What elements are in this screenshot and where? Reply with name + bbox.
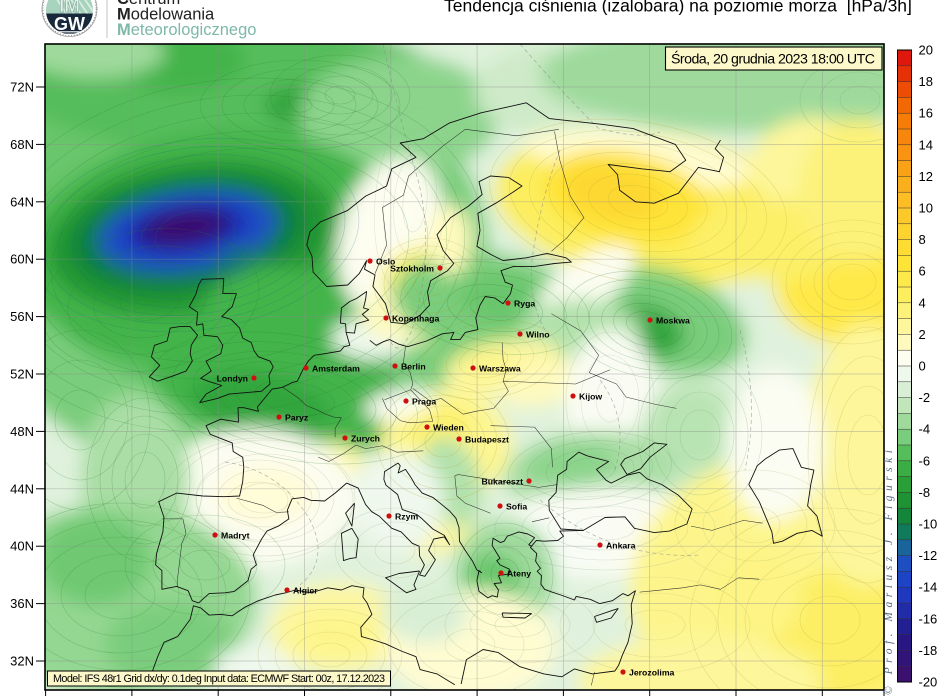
svg-text:Centrum: Centrum <box>117 0 180 8</box>
svg-text:Jerozolima: Jerozolima <box>629 668 675 678</box>
svg-text:Zurych: Zurych <box>351 434 380 444</box>
svg-text:-6: -6 <box>919 453 931 468</box>
svg-text:Madryt: Madryt <box>221 531 250 541</box>
svg-text:Warszawa: Warszawa <box>479 364 521 374</box>
svg-text:0: 0 <box>919 359 926 374</box>
svg-text:IM: IM <box>59 0 80 17</box>
svg-text:GW: GW <box>54 14 85 34</box>
svg-text:72N: 72N <box>10 80 34 95</box>
svg-text:Model: IFS 48r1 Grid dx/dy: 0: Model: IFS 48r1 Grid dx/dy: 0.1deg Input… <box>53 673 385 685</box>
svg-text:48N: 48N <box>10 424 34 439</box>
svg-text:Sztokholm: Sztokholm <box>390 264 434 274</box>
svg-text:Paryz: Paryz <box>285 413 309 423</box>
svg-text:Modelowania: Modelowania <box>117 6 215 24</box>
svg-text:Środa, 20 grudnia 2023 18:00 U: Środa, 20 grudnia 2023 18:00 UTC <box>671 50 875 68</box>
svg-text:60N: 60N <box>10 252 34 267</box>
svg-text:Praga: Praga <box>412 397 436 407</box>
svg-text:Londyn: Londyn <box>217 374 248 384</box>
svg-text:16: 16 <box>919 106 933 121</box>
svg-text:-14: -14 <box>919 580 938 595</box>
svg-text:6: 6 <box>919 264 926 279</box>
svg-text:52N: 52N <box>10 367 34 382</box>
svg-text:-2: -2 <box>919 390 931 405</box>
svg-text:Ryga: Ryga <box>514 299 535 309</box>
svg-text:Algier: Algier <box>293 586 318 596</box>
svg-text:Kopenhaga: Kopenhaga <box>392 314 439 324</box>
svg-text:68N: 68N <box>10 137 34 152</box>
svg-text:12: 12 <box>919 169 933 184</box>
svg-text:Budapeszt: Budapeszt <box>465 435 509 445</box>
svg-text:Tendencja ciśnienia (izalobara: Tendencja ciśnienia (izalobara) na pozio… <box>444 0 912 16</box>
svg-text:-4: -4 <box>919 422 931 437</box>
svg-text:Amsterdam: Amsterdam <box>312 364 360 374</box>
svg-text:14: 14 <box>919 137 933 152</box>
svg-text:Ankara: Ankara <box>606 541 636 551</box>
svg-text:-12: -12 <box>919 548 938 563</box>
svg-text:Bukareszt: Bukareszt <box>481 477 523 487</box>
svg-text:-10: -10 <box>919 517 938 532</box>
svg-text:Berlin: Berlin <box>401 362 426 372</box>
svg-text:64N: 64N <box>10 194 34 209</box>
svg-text:Ateny: Ateny <box>507 569 531 579</box>
svg-text:56N: 56N <box>10 309 34 324</box>
svg-text:40N: 40N <box>10 539 34 554</box>
svg-text:-16: -16 <box>919 611 938 626</box>
svg-text:-18: -18 <box>919 643 938 658</box>
svg-text:-8: -8 <box>919 485 931 500</box>
svg-text:32N: 32N <box>10 654 34 669</box>
svg-text:Wilno: Wilno <box>526 330 550 340</box>
svg-text:20: 20 <box>919 43 933 58</box>
svg-text:8: 8 <box>919 232 926 247</box>
svg-text:Rzym: Rzym <box>395 512 418 522</box>
svg-text:36N: 36N <box>10 596 34 611</box>
svg-text:10: 10 <box>919 201 933 216</box>
svg-text:Kijow: Kijow <box>579 392 602 402</box>
svg-text:2: 2 <box>919 327 926 342</box>
svg-text:Oslo: Oslo <box>376 257 395 267</box>
svg-text:-20: -20 <box>919 675 938 690</box>
svg-text:4: 4 <box>919 295 926 310</box>
svg-text:Meteorologicznego: Meteorologicznego <box>117 21 256 39</box>
svg-text:44N: 44N <box>10 481 34 496</box>
svg-text:Sofia: Sofia <box>506 502 527 512</box>
svg-text:Moskwa: Moskwa <box>656 316 690 326</box>
svg-text:18: 18 <box>919 74 933 89</box>
svg-text:Wieden: Wieden <box>433 423 464 433</box>
